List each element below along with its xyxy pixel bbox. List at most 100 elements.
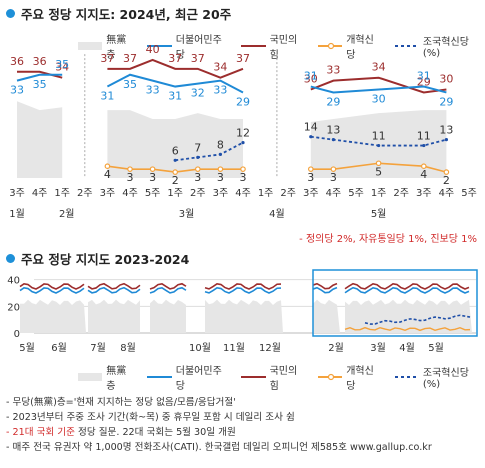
series-line-minjoo: [16, 73, 63, 82]
data-label-ppp: 29: [417, 75, 431, 88]
data-label-ppp: 37: [236, 52, 250, 65]
legend-label: 국민의힘: [269, 366, 298, 392]
x-month-label: 3월: [370, 342, 386, 354]
no-party-area: [88, 299, 140, 333]
data-label-ppp: 33: [326, 64, 340, 77]
rebuild-point: [444, 138, 448, 142]
legend-label: 더불어민주당: [175, 35, 222, 61]
rebuild-point: [196, 155, 200, 159]
line-swatch-icon: [147, 376, 172, 378]
x-month-label: 5월: [371, 208, 387, 220]
data-label-reform: 4: [420, 168, 427, 181]
data-label-rebuild: 13: [326, 124, 340, 137]
x-tick-label: 4주: [32, 188, 48, 199]
y-tick-label: 0: [14, 329, 20, 340]
no-party-area: [345, 299, 472, 333]
x-tick-label: 4주: [122, 188, 138, 199]
x-tick-label: 4주: [326, 188, 342, 199]
rebuild-point: [218, 152, 222, 156]
chart2-title: 주요 정당 지지도 2023-2024: [6, 249, 189, 268]
x-month-label: 6월: [51, 342, 67, 354]
x-month-label: 12월: [259, 342, 281, 354]
reform-point: [307, 166, 314, 172]
rebuild-point: [241, 141, 245, 145]
x-month-label: 10월: [189, 342, 211, 354]
reform-point: [375, 160, 382, 167]
data-label-reform: 3: [330, 171, 337, 184]
y-tick-label: 20: [7, 302, 20, 313]
series-line-minjoo: [106, 73, 244, 94]
series-line-ppp: [204, 283, 282, 290]
x-tick-label: 5주: [461, 188, 477, 199]
series-line-minjoo: [204, 287, 282, 294]
data-label-reform: 3: [240, 171, 247, 184]
series-line-minjoo: [344, 286, 470, 294]
data-label-reform: 2: [443, 174, 450, 187]
series-line-ppp: [19, 283, 85, 290]
line-swatch-icon: [241, 45, 266, 47]
legend-label: 조국혁신당 (%): [422, 37, 469, 59]
data-label-ppp: 37: [100, 52, 114, 65]
legend-label: 더불어민주당: [175, 366, 222, 392]
data-label-rebuild: 12: [236, 127, 250, 140]
data-label-ppp: 36: [33, 55, 47, 68]
legend-swatch: [78, 42, 103, 50]
x-month-label: 2월: [59, 208, 75, 220]
legend-marker: [327, 373, 335, 381]
data-label-ppp: 34: [55, 61, 69, 74]
legend-label: 국민의힘: [269, 35, 298, 61]
area-swatch-icon: [78, 373, 103, 381]
x-month-label: 4월: [269, 208, 285, 220]
data-label-minjoo: 32: [191, 87, 205, 100]
data-label-reform: 3: [217, 171, 224, 184]
series-line-minjoo: [149, 286, 187, 294]
footnote-3-red: - 21대 국회 기준: [6, 427, 75, 438]
data-label-minjoo: 29: [326, 95, 340, 108]
dashed-line-swatch-icon: [394, 376, 419, 378]
x-tick-label: 1주: [371, 188, 387, 199]
series-line-minjoo: [87, 286, 141, 294]
reform-point: [420, 163, 427, 170]
no-party-area: [107, 110, 244, 178]
data-label-rebuild: 7: [194, 141, 201, 154]
legend-item-rebuild: 조국혁신당 (%): [394, 33, 485, 59]
footnote-3-text: 정당 질문. 22대 국회는 5월 30일 개원: [74, 427, 236, 438]
minor-parties-note: - 정의당 2%, 자유통일당 1%, 진보당 1%: [299, 234, 477, 245]
rebuild-point: [377, 143, 381, 148]
legend-label: 無黨층: [106, 366, 127, 392]
chart1-title: 주요 정당 지지도: 2024년, 최근 20주: [6, 4, 231, 23]
data-label-rebuild: 11: [417, 130, 431, 143]
data-label-reform: 3: [194, 171, 201, 184]
data-label-ppp: 30: [304, 73, 318, 86]
rebuild-point: [331, 138, 335, 142]
data-label-reform: 3: [127, 171, 134, 184]
x-tick-label: 2주: [280, 188, 296, 199]
footnote-3: - 21대 국회 기준 정당 질문. 22대 국회는 5월 30일 개원: [6, 425, 432, 440]
legend-item-none: 無黨층: [78, 31, 133, 61]
data-label-minjoo: 29: [439, 95, 453, 108]
series-line-reform: [344, 326, 471, 332]
x-tick-label: 2주: [393, 188, 409, 199]
data-label-minjoo: 35: [123, 78, 137, 91]
recent-period-highlight: [312, 269, 478, 337]
series-line-ppp: [87, 282, 141, 290]
legend-item-minjoo: 더불어민주당: [147, 362, 227, 392]
x-tick-label: 3주: [416, 188, 432, 199]
series-line-minjoo: [310, 85, 447, 94]
series-line-ppp: [107, 58, 244, 79]
marker-line-swatch-icon: [317, 42, 343, 50]
x-tick-label: 1주: [258, 188, 274, 199]
data-label-minjoo: 33: [10, 84, 24, 97]
marker-line-swatch-icon: [317, 373, 343, 381]
legend-label: 개혁신당: [346, 35, 374, 61]
data-label-minjoo: 35: [55, 58, 69, 71]
data-label-ppp: 34: [213, 61, 227, 74]
x-month-label: 1월: [9, 208, 25, 220]
y-tick-label: 40: [7, 276, 20, 287]
legend-item-none: 無黨층: [78, 362, 133, 392]
data-label-ppp: 34: [372, 61, 386, 74]
data-label-rebuild: 11: [372, 130, 386, 143]
chart1-legend: 無黨층 더불어민주당 국민의힘 개혁신당 조국혁신당 (%): [78, 31, 485, 61]
reform-point: [149, 166, 156, 172]
